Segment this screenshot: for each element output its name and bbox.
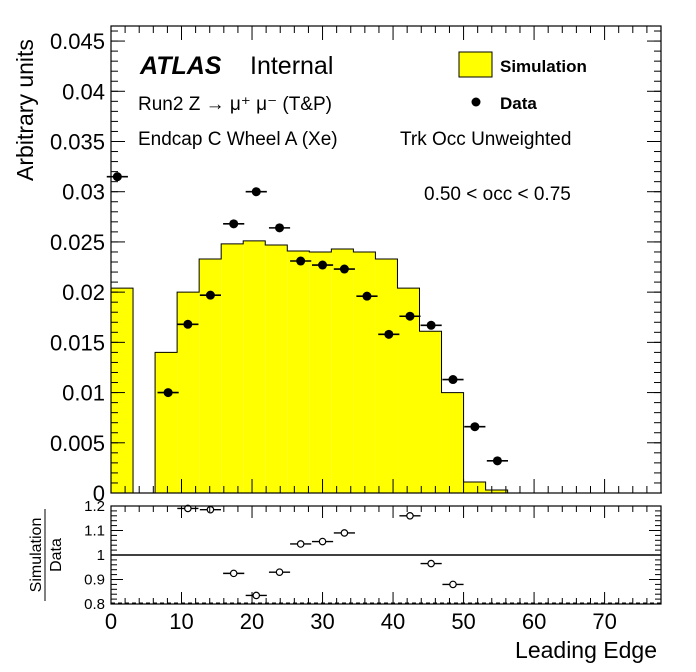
data-points	[106, 172, 508, 466]
x-tick-label: 20	[240, 609, 264, 634]
x-axis-title: Leading Edge	[515, 637, 657, 663]
ratio-y-tick-label: 1.1	[84, 523, 105, 540]
ratio-y-axis-numerator: Simulation	[28, 518, 45, 593]
data-point	[448, 375, 458, 385]
simulation-bar	[177, 292, 200, 493]
simulation-histogram	[110, 240, 662, 494]
ratio-point	[184, 504, 192, 513]
data-point	[470, 422, 480, 432]
legend-data-label: Data	[500, 94, 537, 113]
main-y-tick-label: 0.045	[50, 29, 105, 54]
ratio-point	[296, 540, 305, 548]
ratio-point	[275, 568, 284, 576]
simulation-bar	[463, 481, 486, 493]
main-y-tick-label: 0.005	[50, 431, 105, 456]
ratio-point	[427, 559, 435, 568]
x-tick-label: 50	[451, 609, 475, 634]
annotation-process: Run2 Z → μ⁺ μ⁻ (T&P)	[138, 94, 332, 115]
ratio-y-axis-denominator: Data	[48, 538, 65, 572]
legend-data-marker	[471, 97, 481, 107]
data-point	[405, 311, 415, 321]
main-y-tick-label: 0.02	[62, 280, 105, 305]
data-point	[318, 260, 328, 270]
main-y-tick-label: 0.01	[62, 381, 105, 406]
main-y-tick-label: 0	[93, 481, 105, 506]
simulation-bar	[397, 288, 420, 493]
x-tick-label: 40	[381, 609, 405, 634]
legend: Simulation Data	[458, 51, 587, 113]
data-point	[426, 320, 436, 330]
data-point	[251, 187, 261, 197]
simulation-bar	[265, 244, 288, 493]
main-y-axis-title: Arbitrary units	[12, 39, 38, 181]
simulation-bar	[287, 250, 310, 493]
x-tick-label: 30	[310, 609, 334, 634]
simulation-bar	[419, 331, 442, 493]
data-point	[339, 264, 349, 274]
ratio-point	[340, 529, 349, 537]
data-point	[384, 329, 394, 339]
ratio-y-axis: 0.8 0.9 1 1.1 1.2	[84, 498, 661, 613]
main-y-tick-label: 0.025	[50, 230, 105, 255]
data-point	[275, 223, 285, 233]
atlas-label: ATLAS	[139, 52, 222, 80]
main-y-axis: 0 0.005 0.01 0.015 0.02 0.025 0.03 0.035 0.04 0.0…	[50, 29, 661, 506]
simulation-bar	[331, 248, 354, 493]
ratio-points	[177, 504, 464, 600]
data-point	[205, 290, 215, 300]
annotation-weighting: Trk Occ Unweighted	[400, 129, 571, 150]
x-tick-label: 60	[522, 609, 546, 634]
simulation-bar	[485, 489, 508, 493]
ratio-point	[252, 591, 261, 600]
ratio-y-axis-title: Simulation Data	[28, 509, 65, 601]
data-point	[362, 291, 372, 301]
simulation-bar	[243, 240, 266, 493]
annotation-occupancy-range: 0.50 < occ < 0.75	[424, 184, 571, 205]
ratio-point	[318, 537, 327, 546]
ratio-point	[449, 580, 457, 589]
main-y-tick-label: 0.035	[50, 129, 105, 154]
data-point	[163, 388, 173, 398]
legend-simulation-label: Simulation	[500, 57, 587, 76]
data-point	[183, 319, 193, 329]
ratio-point	[229, 569, 238, 578]
ratio-y-tick-label: 0.8	[84, 596, 105, 613]
main-plot-frame	[110, 25, 662, 494]
data-point	[296, 256, 306, 266]
simulation-bar	[155, 352, 178, 493]
annotation-detector-region: Endcap C Wheel A (Xe)	[138, 129, 338, 150]
data-point	[229, 219, 239, 229]
simulation-bar	[441, 392, 464, 493]
simulation-bar	[353, 251, 376, 493]
simulation-outline	[110, 240, 662, 494]
simulation-bar	[375, 258, 398, 493]
main-y-tick-label: 0.03	[62, 180, 105, 205]
ratio-y-tick-label: 0.9	[84, 572, 105, 589]
ratio-y-tick-label: 1	[97, 547, 105, 564]
simulation-bar	[309, 251, 332, 493]
data-point	[492, 456, 502, 466]
ratio-point	[206, 505, 215, 514]
ratio-plot-panel: 0.8 0.9 1 1.1 1.2 0 10 20 30 40 50 60 70 Simulation…	[28, 498, 662, 663]
legend-simulation-swatch	[458, 51, 493, 78]
simulation-bar	[221, 243, 244, 493]
atlas-status-label: Internal	[250, 52, 333, 80]
main-x-ticks	[110, 26, 662, 493]
main-y-tick-label: 0.04	[62, 79, 105, 104]
ratio-point	[406, 511, 414, 520]
ratio-y-tick-label: 1.2	[84, 498, 105, 515]
simulation-bar	[199, 258, 222, 493]
x-tick-label: 70	[592, 609, 616, 634]
main-y-tick-label: 0.015	[50, 330, 105, 355]
x-axis: 0 10 20 30 40 50 60 70	[105, 506, 662, 634]
x-tick-label: 10	[169, 609, 193, 634]
data-point	[112, 172, 122, 182]
simulation-bar	[111, 288, 134, 493]
x-tick-label: 0	[105, 609, 117, 634]
main-plot-panel: 0 0.005 0.01 0.015 0.02 0.025 0.03 0.035 0.04 0.0…	[12, 25, 662, 506]
